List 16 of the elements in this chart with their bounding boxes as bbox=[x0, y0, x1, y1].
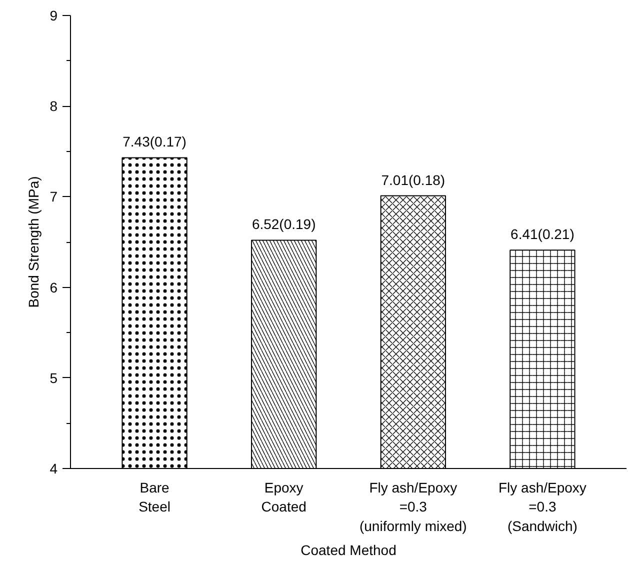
y-tick-label: 8 bbox=[50, 98, 58, 114]
x-tick-label: Epoxy Coated bbox=[261, 480, 306, 515]
x-tick-label: Fly ash/Epoxy =0.3 (uniformly mixed) bbox=[359, 480, 467, 534]
x-tick-label: Bare Steel bbox=[138, 480, 171, 515]
data-label: 7.01(0.18) bbox=[381, 172, 446, 188]
y-tick-label: 9 bbox=[50, 8, 58, 24]
data-label: 7.43(0.17) bbox=[122, 134, 186, 150]
data-label: 6.52(0.19) bbox=[252, 216, 316, 232]
y-tick-label: 6 bbox=[50, 279, 58, 296]
x-axis-title: Coated Method bbox=[300, 542, 396, 558]
data-label: 6.41(0.21) bbox=[510, 226, 574, 242]
y-axis-title: Bond Strength (MPa) bbox=[26, 176, 42, 308]
y-tick-label: 5 bbox=[50, 370, 58, 386]
y-tick-label: 4 bbox=[50, 460, 58, 476]
y-tick-label: 7 bbox=[50, 188, 58, 205]
x-tick-label: Fly ash/Epoxy =0.3 (Sandwich) bbox=[498, 480, 586, 534]
